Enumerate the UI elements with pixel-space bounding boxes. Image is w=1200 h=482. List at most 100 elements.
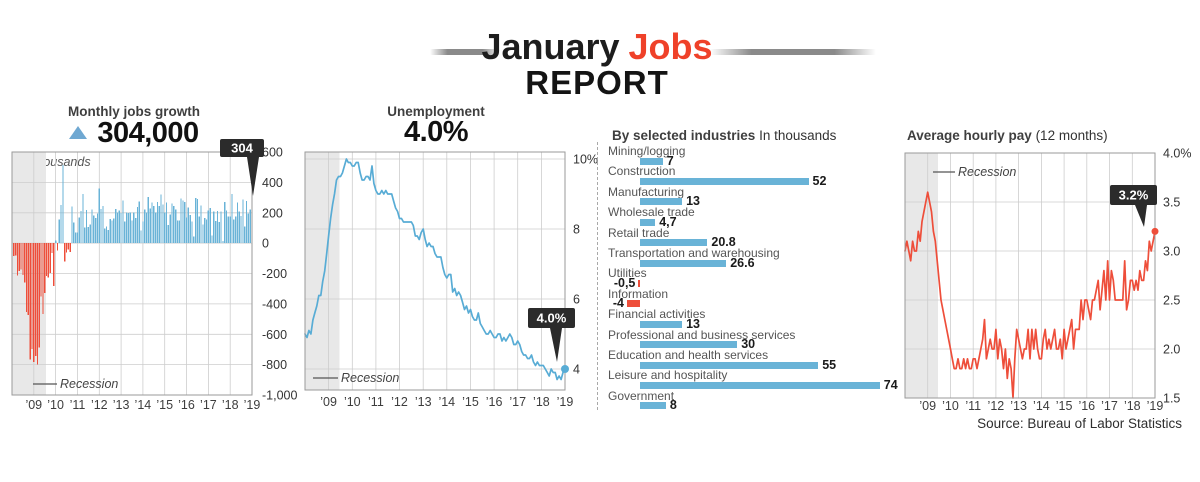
header-rule-left <box>430 49 500 55</box>
industry-label: Professional and business services <box>608 327 796 342</box>
industry-bar <box>640 341 738 349</box>
unemployment-headline: 4.0% <box>403 116 469 148</box>
industry-label: Construction <box>608 164 676 179</box>
industry-row: Utilities -0,5 <box>604 266 896 289</box>
svg-text:Recession: Recession <box>60 377 118 391</box>
industry-label: Leisure and hospitality <box>608 368 728 383</box>
svg-text:’11: ’11 <box>368 395 384 409</box>
industry-value: 13 <box>686 316 700 331</box>
industry-value: 20.8 <box>711 235 736 250</box>
industry-row: Government 8 <box>604 388 896 412</box>
svg-text:’10: ’10 <box>47 398 64 412</box>
svg-text:’17: ’17 <box>509 395 526 409</box>
industry-value: 30 <box>741 337 756 352</box>
jobs-growth-chart: 600 400 200 0 -200 -400 -600 -800 -1,000 ’09 ’10 ’1… <box>11 139 297 412</box>
svg-text:’16: ’16 <box>1078 399 1095 413</box>
industry-bar <box>640 177 809 185</box>
svg-text:’12: ’12 <box>91 398 108 412</box>
industry-bar <box>640 157 663 165</box>
industry-label: Manufacturing <box>608 184 685 199</box>
y-axis-labels: 4.0% 3.5 3.0 2.5 2.0 1.5 <box>1163 147 1192 406</box>
svg-text:3.2%: 3.2% <box>1119 188 1149 203</box>
hourly-pay-title-bold: Average hourly pay <box>907 128 1032 143</box>
svg-text:10%: 10% <box>573 153 598 167</box>
industry-label: Government <box>608 388 675 403</box>
industry-value: 13 <box>686 194 700 209</box>
svg-text:’18: ’18 <box>222 398 239 412</box>
svg-text:-200: -200 <box>262 267 287 281</box>
svg-text:304: 304 <box>231 141 253 156</box>
svg-text:’09: ’09 <box>25 398 42 412</box>
industry-row: Retail trade 20.8 <box>604 225 896 250</box>
svg-text:2.5: 2.5 <box>1163 294 1180 308</box>
svg-text:6: 6 <box>573 293 580 307</box>
end-point-dot <box>561 365 569 373</box>
hourly-pay-chart: 4.0% 3.5 3.0 2.5 2.0 1.5 ’09 ’10 ’11 ’12 ’13 ’14 ’15… <box>904 147 1192 413</box>
section-divider <box>597 142 598 410</box>
report-subtitle: REPORT <box>525 64 669 101</box>
industry-row: Transportation and warehousing 26.6 <box>604 246 896 270</box>
recession-note: Recession <box>933 165 1016 179</box>
svg-text:’19: ’19 <box>244 398 261 412</box>
x-axis-labels: ’09 ’10 ’11 ’12 ’13 ’14 ’15 ’16 ’17 ’18 ’19 <box>25 398 260 412</box>
svg-text:Recession: Recession <box>958 165 1016 179</box>
x-axis-labels: ’09 ’10 ’11 ’12 ’13 ’14 ’15 ’16 ’17 ’18 ’19 <box>320 395 573 409</box>
svg-text:3.0: 3.0 <box>1163 245 1180 259</box>
svg-text:4.0%: 4.0% <box>537 311 567 326</box>
svg-text:’14: ’14 <box>1033 399 1050 413</box>
jobs-growth-title: Monthly jobs growth <box>68 104 200 119</box>
industry-row: Mining/logging 7 <box>604 144 896 168</box>
recession-note: Recession <box>313 371 399 385</box>
svg-text:’11: ’11 <box>70 398 86 412</box>
industry-label: Retail trade <box>608 225 670 240</box>
plot-border <box>904 152 1156 399</box>
industries-title-unit: In thousands <box>759 128 837 143</box>
svg-text:-600: -600 <box>262 328 287 342</box>
unemployment-chart: 10% 8 6 4 ’09 ’10 ’11 ’12 ’13 ’14 ’15 ’16 ’17 ’18 ’19 R… <box>304 151 598 409</box>
jobs-growth-headline-value: 304,000 <box>97 117 199 149</box>
svg-text:’18: ’18 <box>1124 399 1141 413</box>
industry-bar <box>640 239 708 247</box>
end-point-dot <box>1151 227 1159 235</box>
industries-title: By selected industries In thousands <box>612 128 836 143</box>
trend-line <box>904 191 1156 399</box>
svg-text:400: 400 <box>262 176 283 190</box>
svg-text:3.5: 3.5 <box>1163 196 1180 210</box>
svg-text:’15: ’15 <box>156 398 173 412</box>
industry-row: Manufacturing 13 <box>604 184 896 209</box>
hourly-pay-title: Average hourly pay (12 months) <box>907 128 1108 143</box>
industry-label: Wholesale trade <box>608 205 695 220</box>
trend-line <box>304 158 566 381</box>
svg-text:2.0: 2.0 <box>1163 343 1180 357</box>
industry-label: Information <box>608 286 669 301</box>
svg-text:0: 0 <box>262 237 269 251</box>
industry-value: 55 <box>822 357 837 372</box>
svg-text:4: 4 <box>573 363 580 377</box>
industry-value: 26.6 <box>730 255 755 270</box>
y-axis-labels: 600 400 200 0 -200 -400 -600 -800 -1,000 <box>262 146 297 403</box>
industry-bar <box>640 259 727 267</box>
report-title-month: January <box>481 26 620 67</box>
svg-text:-1,000: -1,000 <box>262 389 297 403</box>
industry-bar <box>640 402 666 410</box>
industry-label: Transportation and warehousing <box>608 246 780 260</box>
svg-text:’18: ’18 <box>533 395 550 409</box>
industry-row: Wholesale trade 4,7 <box>604 205 896 228</box>
x-axis-labels: ’09 ’10 ’11 ’12 ’13 ’14 ’15 ’16 ’17 ’18 ’19 <box>919 399 1163 413</box>
industry-label: Mining/logging <box>608 144 686 158</box>
svg-text:’19: ’19 <box>1147 399 1164 413</box>
svg-text:’14: ’14 <box>135 398 152 412</box>
svg-text:600: 600 <box>262 146 283 160</box>
svg-text:’13: ’13 <box>1010 399 1027 413</box>
svg-text:’17: ’17 <box>1101 399 1118 413</box>
industry-label: Utilities <box>608 266 647 281</box>
header-rule-right <box>710 49 876 55</box>
report-title-accent: Jobs <box>628 26 713 67</box>
plot-border <box>304 151 566 391</box>
svg-text:’17: ’17 <box>200 398 217 412</box>
gridlines <box>305 152 565 390</box>
svg-text:-800: -800 <box>262 358 287 372</box>
industry-value: 7 <box>666 153 674 168</box>
industry-row: Information -4 <box>604 286 896 310</box>
up-triangle-icon <box>69 126 88 139</box>
